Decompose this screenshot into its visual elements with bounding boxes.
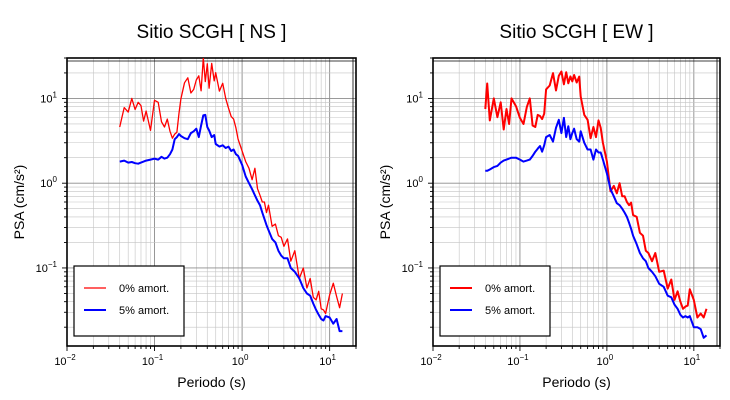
series-1	[484, 70, 708, 319]
legend-box	[439, 265, 551, 337]
x-tick-label: 10−2	[54, 353, 76, 368]
chart-title: Sitio SCGH [ EW ]	[499, 22, 653, 43]
x-axis-label: Periodo (s)	[542, 374, 610, 390]
y-axis-label: PSA (cm/s²)	[11, 165, 27, 240]
y-tick-label: 10−1	[36, 260, 58, 275]
axis-ticks	[62, 57, 357, 351]
series-line	[484, 70, 708, 319]
y-tick-label: 10−1	[402, 260, 424, 275]
axis-ticks	[428, 57, 721, 351]
y-tick-label: 101	[406, 90, 423, 105]
series-2	[119, 113, 343, 333]
x-tick-label: 10−1	[142, 353, 164, 368]
chart-panel-1: 10−2 10−1 100 101 10−1 100 101 Sitio SCGH [ NS …	[11, 22, 357, 390]
x-tick-label: 10−1	[507, 353, 529, 368]
y-tick-label: 100	[40, 175, 57, 190]
x-tick-label: 100	[597, 353, 614, 368]
y-tick-label: 101	[40, 90, 57, 105]
y-axis-label: PSA (cm/s²)	[377, 165, 393, 240]
chart-panel-2: 10−2 10−1 100 101 10−1 100 101 Sitio SCGH [ EW …	[377, 22, 721, 390]
series-line	[485, 116, 708, 339]
series-2	[485, 116, 708, 339]
x-tick-label: 101	[319, 353, 336, 368]
legend-label: 5% amort.	[485, 305, 535, 317]
legend: 0% amort. 5% amort.	[73, 265, 185, 337]
x-tick-label: 10−2	[420, 353, 442, 368]
legend-label: 5% amort.	[119, 305, 169, 317]
legend-label: 0% amort.	[119, 283, 169, 295]
x-tick-label: 101	[683, 353, 700, 368]
chart-title: Sitio SCGH [ NS ]	[137, 22, 287, 43]
series-line	[119, 113, 343, 333]
grid	[66, 57, 357, 346]
grid	[432, 57, 721, 346]
series-1	[119, 58, 344, 315]
legend: 0% amort. 5% amort.	[439, 265, 551, 337]
x-tick-label: 100	[232, 353, 249, 368]
y-tick-label: 100	[406, 175, 423, 190]
series-line	[119, 58, 344, 315]
legend-box	[73, 265, 185, 337]
x-axis-label: Periodo (s)	[177, 374, 245, 390]
legend-label: 0% amort.	[485, 283, 535, 295]
